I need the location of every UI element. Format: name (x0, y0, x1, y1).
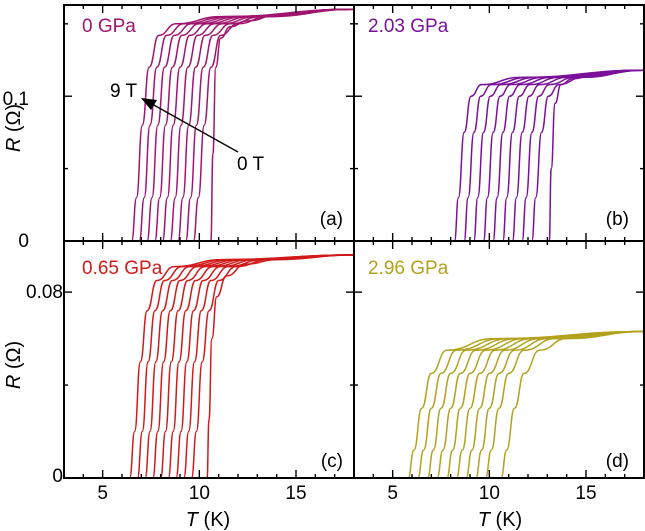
panel-a-ytick-label: 0 (18, 231, 29, 252)
panel-d-frame (353, 240, 645, 479)
panel-d-curves (354, 330, 645, 479)
curve-2t (64, 8, 355, 242)
curve-3t (354, 69, 645, 242)
panel-c-letter: (c) (321, 451, 343, 472)
x-tick-label: 5 (97, 483, 108, 504)
curve-4t (64, 254, 355, 479)
curve-4t (354, 330, 645, 479)
panel-b-curves (354, 69, 645, 242)
panel-b-frame (353, 4, 645, 242)
x-tick-label: 5 (387, 483, 398, 504)
panel-c-pressure-label: 0.65 GPa (82, 258, 163, 279)
curve-8t (354, 330, 645, 479)
panel-b-pressure-label: 2.03 GPa (368, 16, 449, 37)
curve-0t (354, 69, 645, 242)
curve-9t (354, 69, 645, 242)
x-tick-label: 10 (189, 483, 210, 504)
panel-a-ytick-label: 0.1 (3, 89, 29, 110)
panel-d-x-axis-label: T (K) (478, 509, 522, 531)
panel-b: 2.03 GPa (b) (353, 5, 645, 242)
curve-6t (64, 254, 355, 479)
panel-c-x-axis-label: T (K) (186, 509, 230, 531)
curve-6t (354, 69, 645, 242)
x-tick-label: 15 (575, 483, 596, 504)
panel-b-ticks (353, 5, 645, 242)
panel-c-y-axis-label: R (Ω) (3, 341, 25, 389)
curve-9t (354, 330, 645, 479)
panel-b-letter: (b) (606, 209, 629, 230)
curve-7t (354, 69, 645, 242)
curve-1t (354, 330, 645, 479)
field-arrow-head (141, 98, 157, 110)
curve-1t (64, 254, 355, 479)
curve-9t (64, 254, 355, 479)
panel-a-frame (63, 4, 355, 242)
panel-c-curves (64, 254, 355, 479)
curve-0t (354, 330, 645, 479)
curve-1t (354, 69, 645, 242)
curve-3t (354, 330, 645, 479)
field-label-9t: 9 T (110, 81, 138, 102)
curve-0t (64, 254, 355, 479)
curve-5t (64, 254, 355, 479)
panel-a-y-axis-label: R (Ω) (3, 104, 25, 152)
curve-5t (354, 69, 645, 242)
curve-2t (354, 69, 645, 242)
panel-a-pressure-label: 0 GPa (82, 16, 136, 37)
curve-8t (354, 69, 645, 242)
x-tick-label: 15 (285, 483, 306, 504)
curve-8t (64, 254, 355, 479)
panel-d-ticks: 5 10 15 (353, 241, 645, 504)
curve-4t (354, 69, 645, 242)
curve-5t (354, 330, 645, 479)
panel-d-pressure-label: 2.96 GPa (368, 258, 449, 279)
panel-c-ticks: 5 10 15 (63, 241, 355, 504)
field-label-0t: 0 T (237, 154, 265, 175)
panel-d: 5 10 15 2.96 GPa (d) T (K) (353, 241, 645, 531)
field-arrow-shaft (151, 103, 239, 153)
curve-2t (354, 330, 645, 479)
panel-c: 5 10 15 0.65 GPa (c) 0.08 0 R (Ω) T (K) (3, 241, 355, 531)
panel-c-ytick-label: 0 (52, 466, 63, 487)
panel-a-ticks (63, 5, 355, 242)
curve-7t (354, 330, 645, 479)
panel-a: 0 GPa (a) 9 T 0 T 0.1 0 R (Ω) (3, 5, 355, 252)
panel-c-ytick-label: 0.08 (26, 282, 63, 303)
panel-a-curves (64, 8, 355, 242)
panel-d-letter: (d) (606, 451, 629, 472)
curve-3t (64, 254, 355, 479)
curve-7t (64, 254, 355, 479)
curve-9t (64, 8, 355, 242)
x-tick-label: 10 (479, 483, 500, 504)
curve-2t (64, 254, 355, 479)
panel-a-letter: (a) (320, 209, 343, 230)
curve-6t (354, 330, 645, 479)
